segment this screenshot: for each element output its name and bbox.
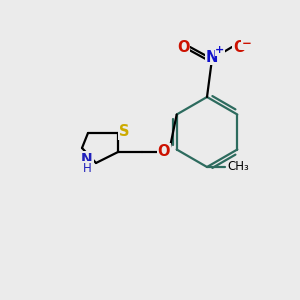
Text: N: N [206, 50, 218, 64]
Text: H: H [82, 161, 91, 175]
Text: +: + [215, 45, 225, 55]
Text: O: O [158, 143, 170, 158]
Text: CH₃: CH₃ [227, 160, 249, 173]
Text: N: N [81, 152, 93, 166]
Text: O: O [233, 40, 245, 55]
Text: S: S [119, 124, 129, 140]
Text: O: O [177, 40, 189, 55]
Text: −: − [242, 37, 252, 50]
